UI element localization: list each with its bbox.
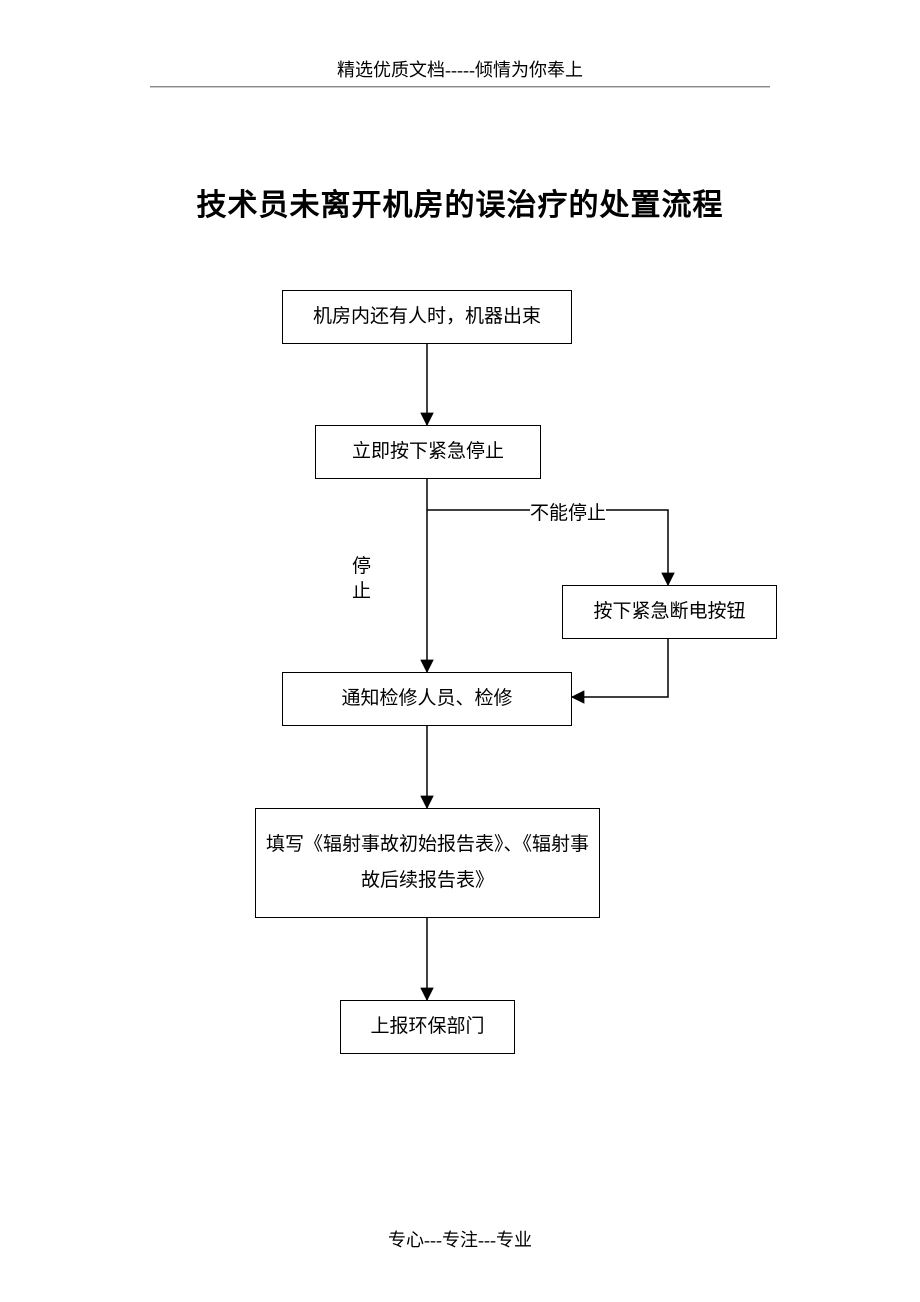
flow-node-n4: 通知检修人员、检修	[282, 672, 572, 726]
flow-edge	[572, 639, 668, 697]
flow-node-label: 按下紧急断电按钮	[593, 594, 745, 630]
flow-node-n6: 上报环保部门	[340, 1000, 515, 1054]
flow-node-label: 机房内还有人时，机器出束	[313, 299, 541, 335]
flow-label-l_stop: 停 止	[352, 555, 371, 604]
flow-node-n1: 机房内还有人时，机器出束	[282, 290, 572, 344]
flow-node-label: 上报环保部门	[370, 1009, 484, 1045]
flow-node-label: 填写《辐射事故初始报告表》、《辐射事故后续报告表》	[266, 827, 589, 899]
flow-node-n3: 按下紧急断电按钮	[562, 585, 777, 639]
flow-node-n2: 立即按下紧急停止	[315, 425, 541, 479]
flow-label-l_cannot: 不能停止	[530, 502, 606, 527]
flow-node-n5: 填写《辐射事故初始报告表》、《辐射事故后续报告表》	[255, 808, 600, 918]
footer-text: 专心---专注---专业	[388, 1230, 532, 1250]
flowchart-svg	[0, 0, 920, 1302]
flow-node-label: 立即按下紧急停止	[352, 434, 504, 470]
page-footer: 专心---专注---专业	[0, 1226, 920, 1252]
flow-node-label: 通知检修人员、检修	[341, 681, 512, 717]
